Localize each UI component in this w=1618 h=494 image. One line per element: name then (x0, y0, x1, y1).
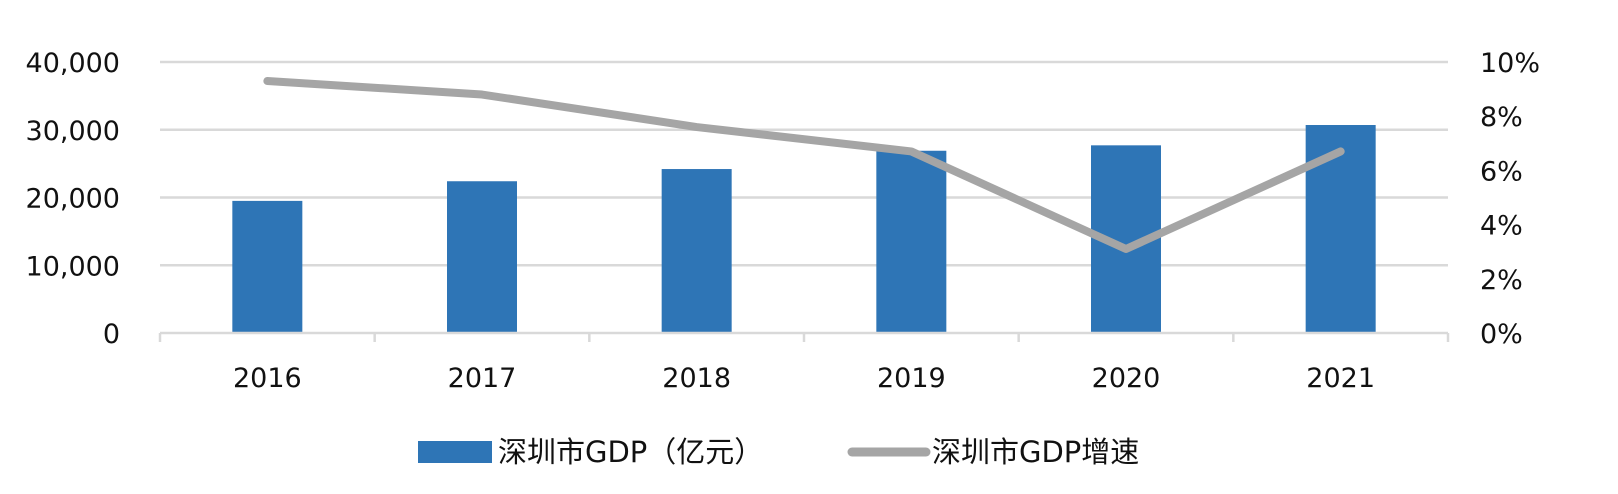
x-tick-label: 2017 (448, 363, 517, 394)
y-right-tick-label: 4% (1480, 211, 1523, 242)
line-point-2020 (1125, 247, 1127, 250)
line-point-2021 (1339, 150, 1342, 153)
legend-swatch-bar (418, 441, 492, 463)
x-axis: 2016 2017 2018 2019 2020 2021 (158, 331, 1450, 394)
y-left-tick-label: 40,000 (26, 48, 120, 79)
y-left-tick-label: 30,000 (26, 116, 120, 147)
y-right-tick-label: 2% (1480, 265, 1523, 296)
y-right-tick-label: 0% (1480, 319, 1523, 350)
bar-series (232, 125, 1376, 333)
x-tick-label: 2020 (1092, 363, 1161, 394)
line-point-2016 (266, 79, 269, 82)
y-left-tick-label: 20,000 (26, 184, 120, 215)
legend: 深圳市GDP（亿元） 深圳市GDP增速 (418, 435, 1139, 469)
line-series (263, 76, 1345, 253)
bar-2018 (661, 169, 732, 333)
y-right-tick-label: 10% (1480, 48, 1540, 79)
x-tick-label: 2016 (233, 363, 302, 394)
bar-2019 (876, 150, 947, 333)
line-point-2017 (481, 93, 483, 96)
y-left-tick-label: 10,000 (26, 251, 120, 282)
x-tick-label: 2018 (662, 363, 731, 394)
legend-label-bar: 深圳市GDP（亿元） (498, 435, 763, 469)
growth-line (263, 76, 1345, 253)
line-point-2019 (910, 150, 913, 153)
y-axis-left: 0 10,000 20,000 30,000 40,000 (26, 48, 120, 350)
x-tick-label: 2019 (877, 363, 946, 394)
legend-label-line: 深圳市GDP增速 (932, 435, 1139, 469)
x-tick-label: 2021 (1306, 363, 1375, 394)
bar-2016 (232, 200, 303, 333)
y-axis-right: 0% 2% 4% 6% 8% 10% (1480, 48, 1540, 350)
bar-2021 (1305, 125, 1376, 333)
gridlines (160, 60, 1448, 267)
y-right-tick-label: 6% (1480, 156, 1523, 187)
bar-2017 (447, 181, 517, 333)
line-point-2018 (695, 126, 698, 129)
y-left-tick-label: 0 (103, 319, 120, 350)
y-right-tick-label: 8% (1480, 102, 1523, 133)
